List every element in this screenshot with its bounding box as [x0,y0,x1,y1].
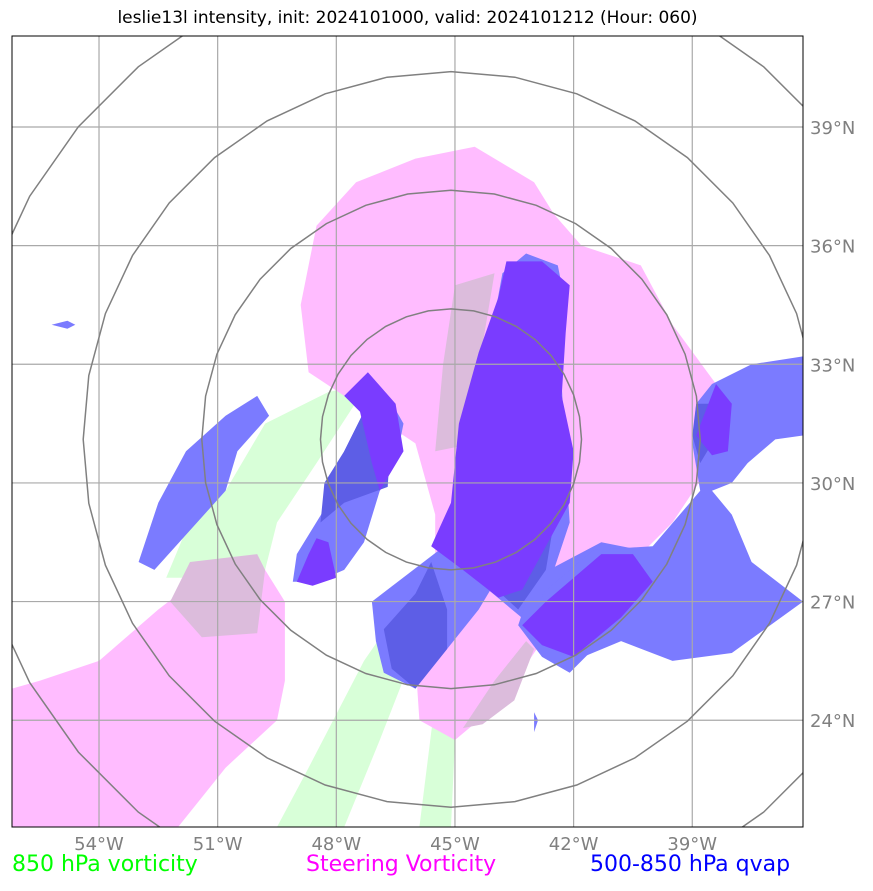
legend-steering-vorticity: Steering Vorticity [306,852,497,877]
x-tick-label: 42°W [549,834,599,855]
lat-lon-grid [12,36,803,827]
field-polygon [383,562,448,689]
x-tick-label: 45°W [430,834,480,855]
longitude-tick-labels: 54°W 51°W 48°W 45°W 42°W 39°W [74,834,717,855]
y-tick-label: 39°N [810,118,855,139]
field-polygon [522,554,653,657]
y-tick-label: 24°N [810,711,855,732]
x-tick-label: 39°W [667,834,717,855]
range-ring [319,308,583,571]
latitude-tick-labels: 24°N 27°N 30°N 33°N 36°N 39°N [810,118,855,732]
plot-frame [11,35,804,828]
field-polygon [435,273,495,452]
field-polygon [344,372,404,491]
y-tick-label: 30°N [810,474,855,495]
field-polygon [534,712,538,733]
field-polygon [51,320,76,329]
field-polygon [296,538,337,586]
x-tick-label: 48°W [311,834,361,855]
range-ring [201,189,701,690]
field-polygon [166,384,368,578]
field-polygon [696,384,732,456]
legend-850-vorticity: 850 hPa vorticity [12,852,198,877]
y-tick-label: 33°N [810,355,855,376]
y-tick-label: 36°N [810,237,855,258]
field-polygon [431,261,574,598]
field-layers [12,146,803,827]
y-tick-label: 27°N [810,593,855,614]
range-ring [82,70,803,808]
chart-title: leslie13l intensity, init: 2024101000, v… [117,8,698,28]
series-qvap-strong [296,261,732,657]
legend-qvap: 500-850 hPa qvap [590,852,791,877]
field-polygon [462,641,535,729]
field-polygon [277,609,416,827]
x-tick-label: 54°W [74,834,124,855]
x-tick-label: 51°W [193,834,243,855]
